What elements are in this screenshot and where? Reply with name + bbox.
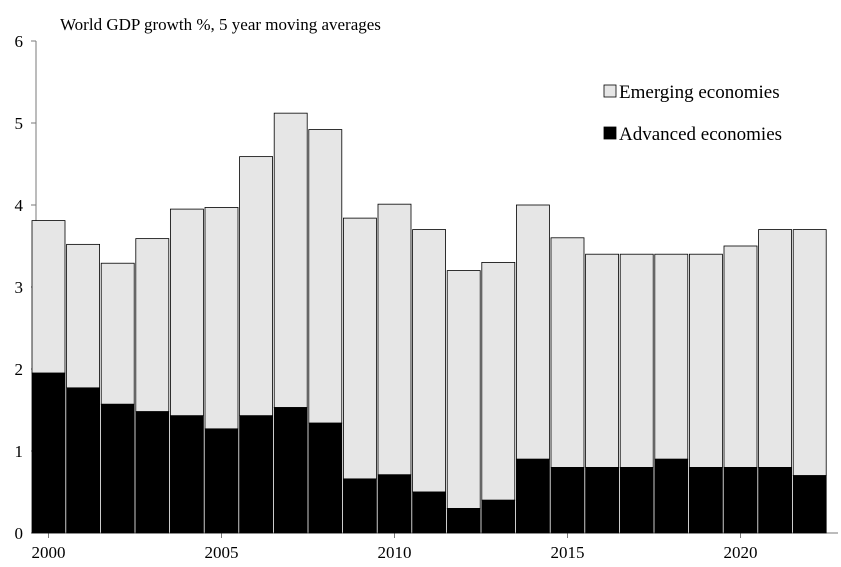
- y-tick-label: 5: [15, 114, 24, 133]
- bar-emerging-2001: [66, 243, 100, 389]
- bar-advanced-2000: [31, 372, 66, 534]
- bar-advanced-2004: [169, 415, 204, 534]
- legend: Emerging economies Advanced economies: [603, 82, 782, 145]
- bar-emerging-2016: [585, 253, 619, 468]
- bar-emerging-2005: [204, 207, 239, 430]
- bar-emerging-2012: [446, 270, 481, 509]
- y-tick-label: 4: [15, 196, 24, 215]
- legend-swatch-advanced-economies: [603, 126, 617, 140]
- bar-advanced-2007: [273, 407, 308, 534]
- y-tick-label: 1: [15, 442, 24, 461]
- bar-emerging-2022: [792, 229, 827, 477]
- y-tick-label: 6: [15, 32, 24, 51]
- bar-emerging-2009: [342, 217, 377, 480]
- y-tick-label: 3: [15, 278, 24, 297]
- bars: [31, 112, 827, 534]
- x-tick-label: 2000: [32, 543, 66, 562]
- chart-title: World GDP growth %, 5 year moving averag…: [60, 15, 381, 34]
- legend-swatch-emerging-economies: [603, 84, 617, 98]
- bar-advanced-2014: [516, 458, 550, 534]
- bar-advanced-2019: [689, 466, 723, 534]
- bar-emerging-2002: [100, 262, 135, 405]
- bar-advanced-2016: [585, 466, 619, 534]
- bar-advanced-2011: [412, 491, 447, 534]
- bar-emerging-2011: [412, 229, 447, 493]
- bar-advanced-2013: [481, 499, 516, 534]
- x-tick-label: 2020: [724, 543, 758, 562]
- bar-emerging-2015: [550, 237, 585, 468]
- bar-emerging-2020: [723, 245, 758, 468]
- bar-advanced-2021: [758, 466, 792, 534]
- bar-emerging-2003: [135, 238, 170, 413]
- bar-advanced-2006: [239, 415, 274, 534]
- bar-emerging-2019: [689, 253, 723, 468]
- bar-advanced-2008: [308, 422, 343, 534]
- bar-advanced-2015: [550, 466, 585, 534]
- bar-advanced-2012: [446, 507, 481, 534]
- bar-advanced-2010: [377, 474, 412, 534]
- bar-emerging-2013: [481, 261, 516, 501]
- x-tick-label: 2010: [378, 543, 412, 562]
- legend-label-advanced-economies: Advanced economies: [619, 124, 782, 145]
- bar-advanced-2001: [66, 387, 100, 534]
- bar-advanced-2020: [723, 466, 758, 534]
- y-tick-label: 2: [15, 360, 24, 379]
- bar-advanced-2003: [135, 411, 170, 534]
- bar-advanced-2009: [342, 478, 377, 534]
- bar-emerging-2000: [31, 220, 66, 374]
- bar-emerging-2008: [308, 129, 343, 424]
- bar-emerging-2007: [273, 112, 308, 408]
- bar-emerging-2021: [758, 229, 792, 468]
- x-axis: 2000 2005 2010 2015 2020: [32, 532, 838, 562]
- legend-label-emerging-economies: Emerging economies: [619, 82, 780, 103]
- bar-advanced-2018: [654, 458, 689, 534]
- bar-advanced-2022: [792, 475, 827, 534]
- y-tick-label: 0: [15, 524, 24, 543]
- bar-advanced-2002: [100, 403, 135, 534]
- x-tick-label: 2005: [205, 543, 239, 562]
- bar-emerging-2014: [516, 204, 550, 460]
- bar-emerging-2010: [377, 203, 412, 476]
- bar-emerging-2006: [239, 156, 274, 417]
- x-tick-label: 2015: [551, 543, 585, 562]
- bar-emerging-2017: [619, 253, 654, 468]
- bar-emerging-2004: [169, 208, 204, 417]
- bar-advanced-2005: [204, 428, 239, 534]
- bar-emerging-2018: [654, 253, 689, 460]
- bar-advanced-2017: [619, 466, 654, 534]
